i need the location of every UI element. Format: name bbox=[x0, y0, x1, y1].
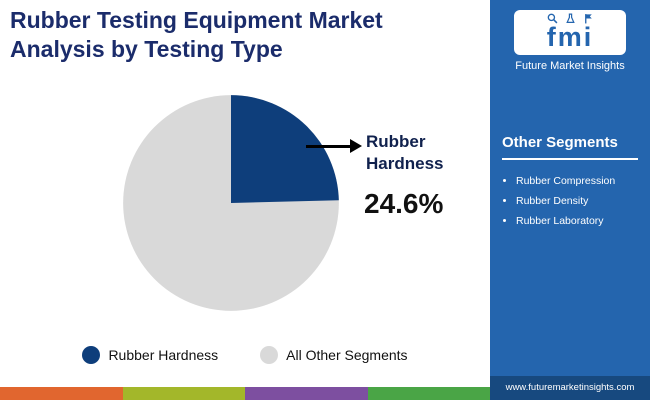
legend-item-all-other-segments: All Other Segments bbox=[260, 346, 408, 364]
list-item: Rubber Compression bbox=[516, 172, 642, 192]
legend-dot-all-other-segments bbox=[260, 346, 279, 364]
other-segments-list: Rubber Compression Rubber Density Rubber… bbox=[516, 172, 642, 232]
fmi-logo: fmi bbox=[514, 10, 626, 55]
stripe-segment bbox=[0, 387, 123, 400]
legend-dot-rubber-hardness bbox=[82, 346, 101, 364]
bottom-color-stripe bbox=[0, 387, 490, 400]
magnifier-icon bbox=[547, 13, 558, 24]
pie-chart-svg bbox=[123, 95, 339, 311]
legend-label: Rubber Hardness bbox=[108, 347, 219, 363]
main-panel: Rubber Testing Equipment Market Analysis… bbox=[0, 7, 490, 400]
logo-icon-row bbox=[520, 13, 620, 24]
stripe-segment bbox=[122, 387, 245, 400]
callout-label: Rubber Hardness bbox=[366, 132, 444, 174]
stripe-segment bbox=[245, 387, 368, 400]
website-link[interactable]: www.futuremarketinsights.com bbox=[490, 376, 650, 400]
list-item: Rubber Density bbox=[516, 192, 642, 212]
pie-slice-highlight bbox=[231, 95, 339, 203]
pie-chart bbox=[118, 90, 344, 316]
brand-name: Future Market Insights bbox=[515, 60, 625, 72]
list-item: Rubber Laboratory bbox=[516, 212, 642, 232]
legend-label: All Other Segments bbox=[286, 347, 408, 363]
legend-item-rubber-hardness: Rubber Hardness bbox=[82, 346, 218, 364]
sidebar: fmi Future Market Insights Other Segment… bbox=[490, 0, 650, 400]
page-title: Rubber Testing Equipment Market Analysis… bbox=[10, 7, 383, 62]
flask-icon bbox=[565, 13, 576, 24]
callout-line bbox=[306, 145, 352, 148]
callout-value: 24.6% bbox=[364, 188, 444, 219]
logo-wordmark: fmi bbox=[546, 22, 594, 52]
stripe-segment bbox=[367, 387, 490, 400]
flag-icon bbox=[583, 13, 594, 24]
chart-legend: Rubber Hardness All Other Segments bbox=[0, 346, 490, 364]
arrow-right-icon bbox=[350, 139, 362, 153]
other-segments-heading: Other Segments bbox=[502, 134, 638, 160]
